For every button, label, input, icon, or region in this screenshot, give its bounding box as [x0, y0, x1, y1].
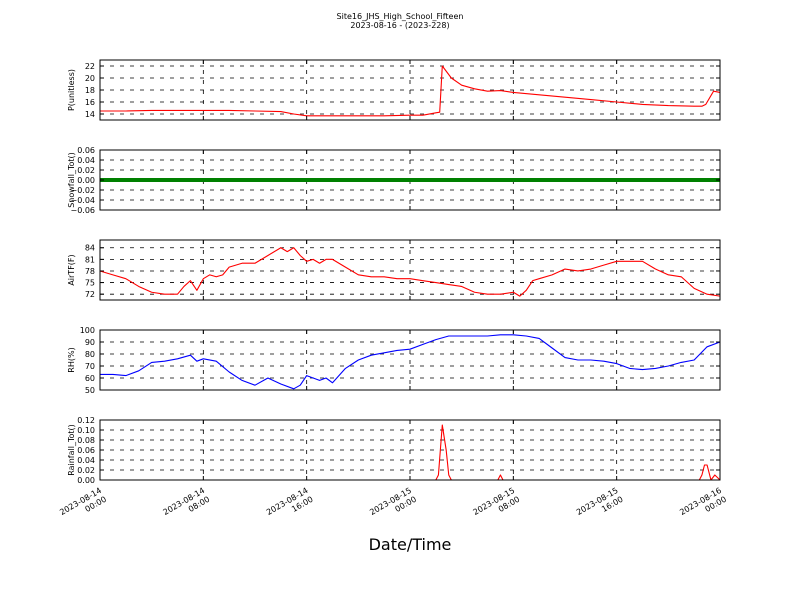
- y-tick-label: 16: [85, 98, 95, 107]
- y-tick-label: 0.12: [77, 416, 95, 425]
- x-tick-label: 2023-08-1516:00: [575, 486, 625, 526]
- y-tick-label: 100: [80, 326, 95, 335]
- y-tick-label: 50: [85, 386, 95, 395]
- x-tick-label: 2023-08-1508:00: [472, 486, 522, 526]
- y-tick-label: 0.10: [77, 426, 95, 435]
- y-tick-label: 0.00: [77, 176, 95, 185]
- series-line: [100, 334, 721, 390]
- series-line: [100, 65, 721, 117]
- y-tick-label: 81: [85, 255, 95, 264]
- y-tick-label: 0.06: [77, 446, 95, 455]
- y-tick-label: −0.04: [70, 196, 95, 205]
- y-tick-label: 0.00: [77, 476, 95, 485]
- y-tick-label: 18: [85, 86, 95, 95]
- y-axis-label: P(unitless): [67, 69, 76, 111]
- x-tick-label: 2023-08-1416:00: [265, 486, 315, 526]
- panel-2: 72 75 78 81 84 AirTF(F): [67, 239, 721, 301]
- x-tick-label: 2023-08-1400:00: [58, 486, 108, 526]
- y-tick-label: −0.02: [70, 186, 95, 195]
- y-axis-label: RH(%): [67, 347, 76, 372]
- y-tick-label: 60: [85, 374, 95, 383]
- x-tick-label: 2023-08-1600:00: [678, 486, 728, 526]
- y-tick-label: 78: [85, 267, 95, 276]
- y-tick-label: 0.04: [77, 456, 95, 465]
- y-tick-label: 14: [85, 110, 95, 119]
- series-line: [100, 424, 721, 481]
- series-line: [99, 247, 721, 297]
- y-tick-label: 90: [85, 338, 95, 347]
- panel-3: 50 60 70 80 90 100 RH(%): [67, 326, 721, 395]
- panel-4: 0.000.020.040.060.080.100.12Rainfall_Tot…: [67, 416, 721, 485]
- y-tick-label: 0.08: [77, 436, 95, 445]
- y-tick-label: −0.06: [70, 206, 95, 215]
- chart-subtitle: 2023-08-16 - (2023-228): [350, 21, 450, 30]
- panel-1: −0.06−0.04−0.020.000.020.040.06Snowfall_…: [67, 146, 721, 215]
- y-tick-label: 0.02: [77, 466, 95, 475]
- y-tick-label: 72: [85, 290, 95, 299]
- panel-0: 14 16 18 20 22 P(unitless): [67, 59, 721, 121]
- y-tick-label: 0.02: [77, 166, 95, 175]
- y-axis-label: Snowfall_Tot(): [67, 152, 76, 208]
- y-tick-label: 0.06: [77, 146, 95, 155]
- y-tick-label: 70: [85, 362, 95, 371]
- y-axis-label: Rainfall_Tot(): [67, 424, 76, 476]
- x-axis-label: Date/Time: [368, 535, 452, 554]
- chart-title: Site16_JHS_High_School_Fifteen: [336, 12, 464, 21]
- y-tick-label: 75: [85, 279, 95, 288]
- y-tick-label: 22: [85, 62, 95, 71]
- y-tick-label: 80: [85, 350, 95, 359]
- y-tick-label: 84: [85, 244, 95, 253]
- x-tick-label: 2023-08-1408:00: [162, 486, 212, 526]
- x-tick-label: 2023-08-1500:00: [368, 486, 418, 526]
- y-tick-label: 20: [85, 74, 95, 83]
- y-axis-label: AirTF(F): [67, 254, 76, 285]
- y-tick-label: 0.04: [77, 156, 95, 165]
